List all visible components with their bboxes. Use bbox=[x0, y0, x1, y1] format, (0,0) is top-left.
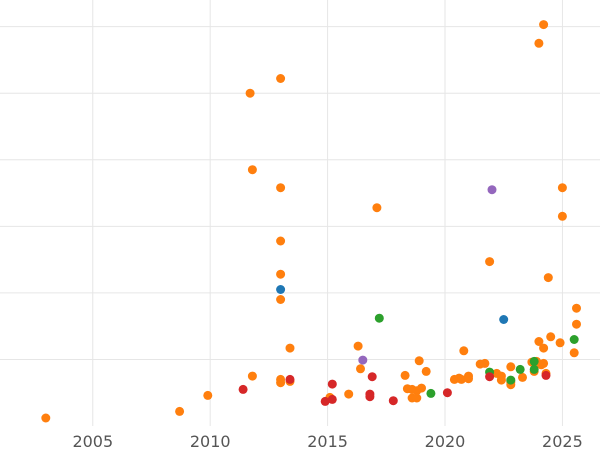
x-tick-label: 2010 bbox=[190, 432, 231, 450]
data-point-orange bbox=[539, 358, 549, 368]
data-point-red bbox=[541, 370, 551, 380]
data-point-red bbox=[367, 372, 377, 382]
grid-lines bbox=[0, 0, 600, 426]
data-point-orange bbox=[276, 378, 286, 388]
data-point-orange bbox=[245, 88, 255, 98]
data-point-red bbox=[327, 394, 337, 404]
data-point-orange bbox=[496, 375, 506, 385]
x-tick-label: 2025 bbox=[542, 432, 583, 450]
data-point-orange bbox=[372, 203, 382, 213]
data-point-red bbox=[327, 379, 337, 389]
data-point-orange bbox=[539, 20, 549, 30]
data-point-red bbox=[365, 392, 375, 402]
data-point-orange bbox=[480, 358, 490, 368]
data-point-orange bbox=[534, 38, 544, 48]
data-point-orange bbox=[203, 390, 213, 400]
data-point-orange bbox=[569, 348, 579, 358]
data-point-red bbox=[388, 396, 398, 406]
data-points bbox=[41, 20, 581, 423]
data-point-orange bbox=[417, 383, 426, 393]
data-point-orange bbox=[247, 165, 257, 175]
data-point-orange bbox=[546, 332, 556, 342]
data-point-orange bbox=[414, 356, 424, 366]
data-point-orange bbox=[353, 341, 363, 351]
data-point-orange bbox=[464, 374, 473, 384]
data-point-orange bbox=[557, 183, 567, 193]
x-axis-tick-labels: 2005 2010 2015 2020 2025 bbox=[72, 432, 582, 450]
data-point-green bbox=[515, 364, 525, 374]
data-point-orange bbox=[276, 183, 286, 193]
data-point-orange bbox=[518, 372, 527, 382]
x-tick-label: 2020 bbox=[425, 432, 466, 450]
data-point-red bbox=[285, 374, 295, 384]
data-point-orange bbox=[459, 346, 469, 356]
data-point-orange bbox=[557, 211, 567, 221]
data-point-red bbox=[320, 396, 330, 406]
data-point-orange bbox=[485, 257, 495, 267]
data-point-purple bbox=[358, 355, 368, 365]
data-point-orange bbox=[41, 413, 51, 423]
data-point-green bbox=[506, 375, 516, 385]
data-point-red bbox=[238, 384, 248, 394]
data-point-green bbox=[569, 335, 579, 344]
data-point-orange bbox=[247, 371, 257, 381]
data-point-green bbox=[529, 356, 539, 366]
data-point-green bbox=[426, 388, 436, 398]
data-point-orange bbox=[175, 406, 185, 416]
data-point-green bbox=[529, 364, 539, 374]
data-point-orange bbox=[285, 343, 295, 353]
x-tick-label: 2015 bbox=[307, 432, 348, 450]
data-point-blue bbox=[499, 315, 509, 324]
data-point-orange bbox=[276, 74, 286, 83]
data-point-red bbox=[442, 388, 452, 398]
x-tick-label: 2005 bbox=[72, 432, 113, 450]
data-point-orange bbox=[572, 303, 581, 313]
data-point-orange bbox=[543, 273, 553, 283]
data-point-orange bbox=[539, 343, 549, 353]
data-point-blue bbox=[276, 285, 286, 294]
data-point-orange bbox=[276, 269, 286, 279]
data-point-orange bbox=[412, 393, 422, 403]
data-point-orange bbox=[534, 337, 544, 346]
data-point-purple bbox=[487, 185, 497, 195]
data-point-orange bbox=[555, 338, 565, 348]
data-point-red bbox=[485, 372, 495, 382]
data-point-orange bbox=[400, 370, 410, 380]
data-point-orange bbox=[506, 362, 516, 372]
data-point-orange bbox=[276, 236, 286, 246]
data-point-orange bbox=[456, 374, 466, 384]
data-point-orange bbox=[344, 389, 354, 399]
data-point-orange bbox=[356, 364, 365, 374]
data-point-orange bbox=[421, 366, 431, 376]
data-point-orange bbox=[276, 295, 286, 304]
data-point-orange bbox=[572, 319, 581, 329]
data-point-green bbox=[374, 313, 384, 323]
